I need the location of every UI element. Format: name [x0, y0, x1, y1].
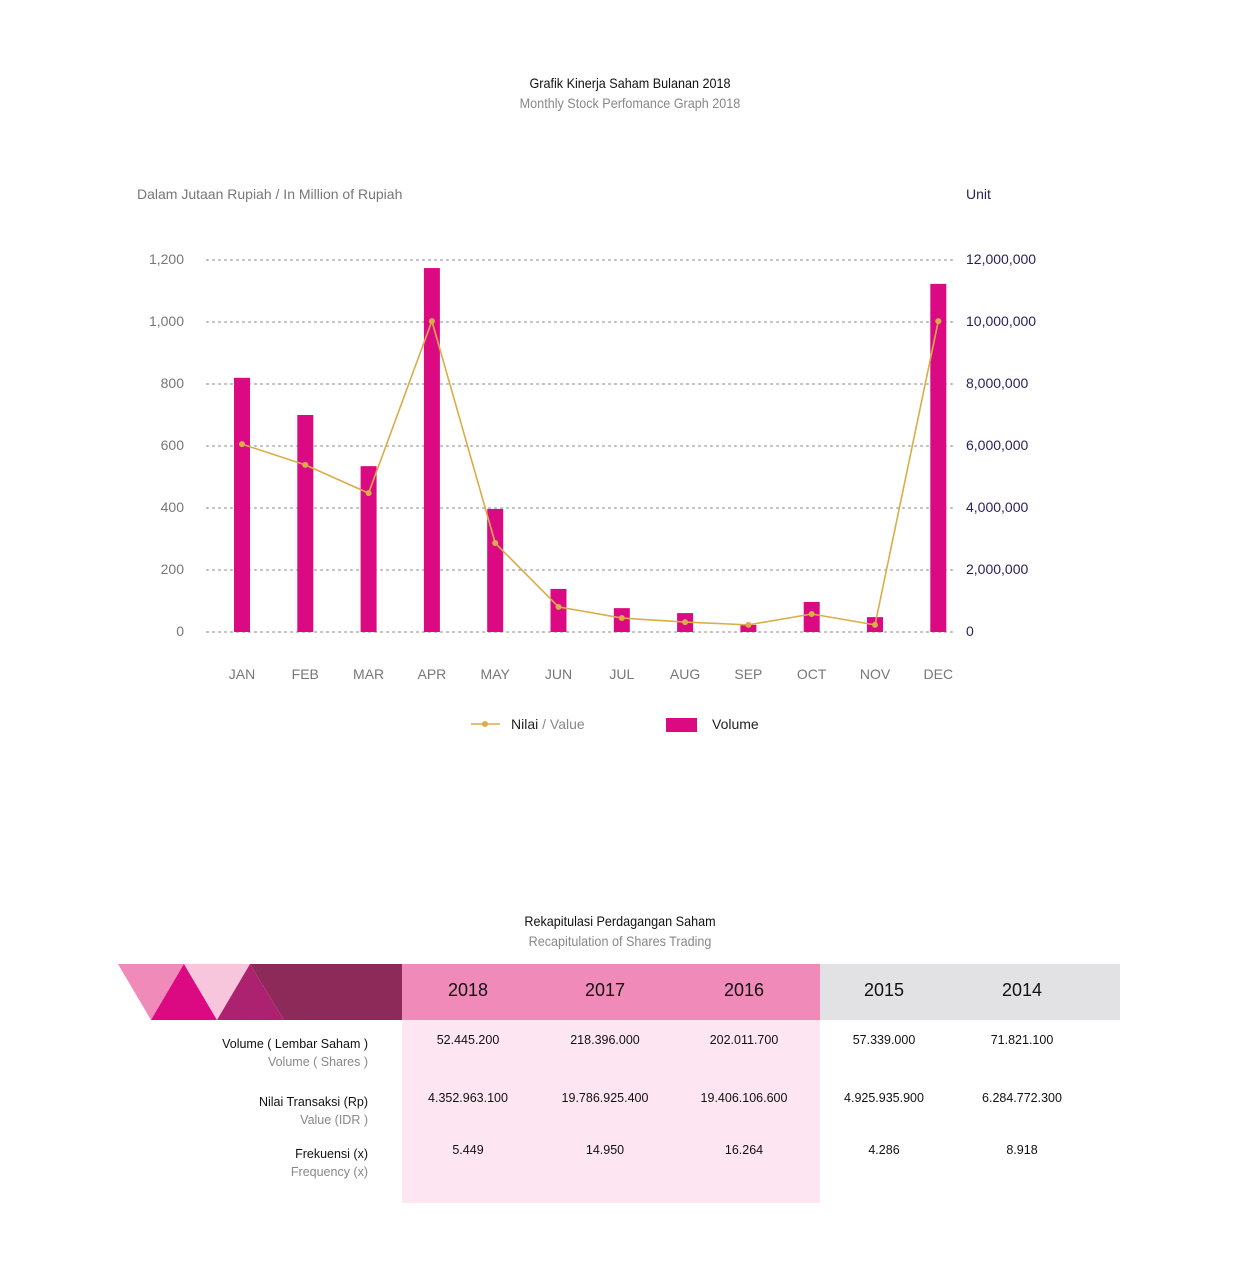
legend-value-label: Nilai / Value [511, 716, 585, 732]
year-header: 2016 [723, 980, 765, 1000]
x-tick-label: JUL [609, 666, 635, 682]
left-tick-label: 600 [160, 437, 184, 453]
value-point [935, 318, 942, 325]
table-cell: 202.011.700 [709, 1033, 779, 1047]
row-label: Nilai Transaksi (Rp) [258, 1095, 368, 1109]
x-tick-label: JAN [228, 666, 256, 682]
x-tick-label: AUG [669, 666, 701, 682]
left-tick-label: 400 [160, 499, 184, 515]
value-point [302, 461, 309, 468]
volume-bar [740, 624, 757, 632]
x-tick-label: OCT [796, 666, 827, 682]
right-tick-label: 10,000,000 [966, 313, 1037, 329]
x-tick-label: APR [417, 666, 447, 682]
x-tick-label: DEC [923, 666, 954, 682]
left-tick-label: 200 [160, 561, 184, 577]
year-header: 2017 [584, 980, 626, 1000]
table-cell: 19.786.925.400 [561, 1091, 649, 1105]
row-sublabel: Value (IDR ) [300, 1113, 368, 1127]
table-cell: 52.445.200 [436, 1033, 500, 1047]
right-tick-label: 6,000,000 [966, 437, 1029, 453]
table-cell: 218.396.000 [570, 1033, 640, 1047]
value-point [808, 611, 815, 618]
chart-subtitle: Monthly Stock Perfomance Graph 2018 [519, 95, 741, 111]
right-tick-label: 8,000,000 [966, 375, 1029, 391]
legend-value-main: Nilai [511, 716, 539, 732]
value-point [428, 318, 435, 325]
legend-line-swatch [471, 721, 500, 727]
x-tick-label: SEP [734, 666, 763, 682]
table-cell: 8.918 [1006, 1143, 1038, 1157]
header-grey-bg [820, 964, 1120, 1020]
value-point [618, 615, 625, 622]
value-line [241, 318, 940, 626]
left-axis-label: Dalam Jutaan Rupiah / In Million of Rupi… [137, 186, 403, 202]
year-header: 2014 [1001, 980, 1043, 1000]
value-point [872, 621, 878, 628]
table-cell: 14.950 [585, 1143, 625, 1157]
right-tick-label: 0 [966, 623, 974, 639]
header-pink-bg [402, 964, 820, 1020]
decor-triangle [217, 964, 284, 1020]
right-tick-label: 4,000,000 [966, 499, 1029, 515]
volume-bar [360, 466, 377, 632]
volume-bar [487, 508, 504, 632]
left-tick-label: 1,000 [148, 313, 184, 329]
table-cell: 16.264 [724, 1143, 764, 1157]
value-point [239, 441, 245, 448]
x-tick-label: MAY [480, 666, 510, 682]
right-tick-label: 12,000,000 [966, 251, 1037, 267]
volume-bar [234, 377, 250, 632]
value-point [745, 621, 752, 628]
volume-bar [423, 268, 440, 632]
decor-triangle [151, 964, 217, 1020]
x-tick-label: FEB [291, 666, 319, 682]
table-cell: 71.821.100 [990, 1033, 1054, 1047]
left-tick-label: 0 [176, 623, 184, 639]
x-tick-label: MAR [353, 666, 385, 682]
legend-value-sub: / Value [542, 716, 585, 732]
row-sublabel: Volume ( Shares ) [267, 1055, 368, 1069]
left-tick-label: 1,200 [148, 251, 184, 267]
table-title: Rekapitulasi Perdagangan Saham [524, 913, 716, 929]
value-point [682, 619, 689, 626]
value-point [365, 490, 372, 497]
volume-bar [550, 588, 567, 632]
year-header: 2018 [447, 980, 489, 1000]
x-tick-label: NOV [859, 666, 891, 682]
year-header: 2015 [863, 980, 905, 1000]
right-axis-label: Unit [966, 186, 991, 202]
table-cell: 57.339.000 [852, 1033, 916, 1047]
row-sublabel: Frequency (x) [290, 1165, 368, 1179]
chart-title: Grafik Kinerja Saham Bulanan 2018 [529, 75, 731, 91]
table-cell: 5.449 [452, 1143, 484, 1157]
table-cell: 19.406.106.600 [700, 1091, 788, 1105]
row-label: Volume ( Lembar Saham ) [222, 1037, 368, 1051]
legend-bar-swatch [666, 718, 697, 732]
left-tick-label: 800 [160, 375, 184, 391]
volume-bar [297, 415, 314, 632]
plot-area [206, 259, 956, 633]
table-cell: 4.352.963.100 [428, 1091, 508, 1105]
x-tick-label: JUN [544, 666, 573, 682]
row-label: Frekuensi (x) [295, 1147, 368, 1161]
legend-volume-label: Volume [712, 716, 759, 732]
right-tick-label: 2,000,000 [966, 561, 1029, 577]
table-cell: 6.284.772.300 [982, 1091, 1062, 1105]
decor-triangle [184, 964, 250, 1020]
table-subtitle: Recapitulation of Shares Trading [528, 933, 712, 949]
decor-triangle [118, 964, 185, 1020]
table-cell: 4.925.935.900 [844, 1091, 924, 1105]
value-point [492, 540, 499, 547]
table-cell: 4.286 [868, 1143, 900, 1157]
value-point [555, 603, 562, 610]
decor-dark-shape [250, 964, 402, 1020]
highlight-column-bg [402, 1020, 820, 1203]
volume-bar [930, 283, 947, 632]
